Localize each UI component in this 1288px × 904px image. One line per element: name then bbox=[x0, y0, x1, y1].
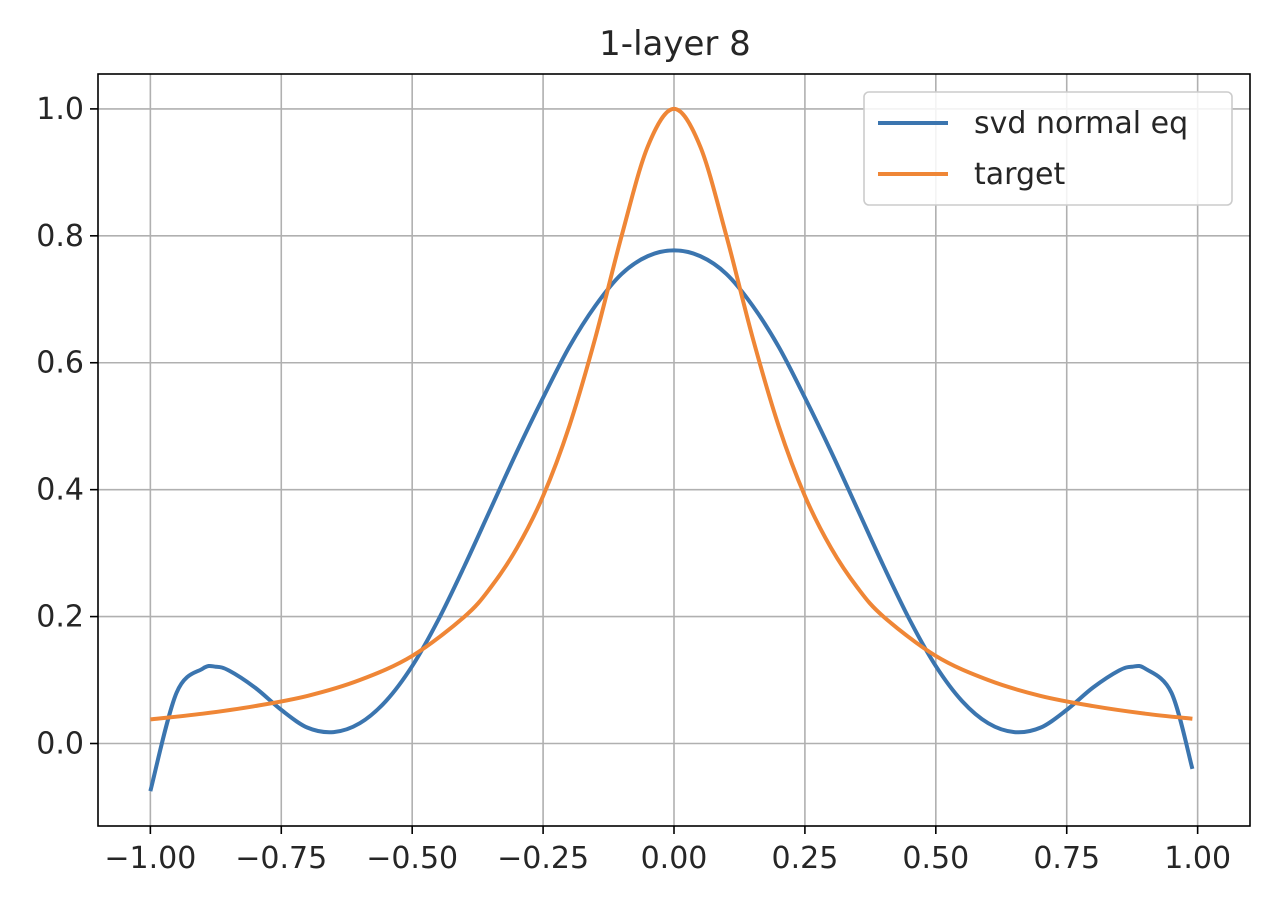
y-tick-label: 1.0 bbox=[36, 92, 84, 127]
axis-ticks: −1.00 −0.75 −0.50 −0.25 0.00 0.25 0.50 0.75 1.00… bbox=[36, 92, 1231, 876]
y-tick-label: 0.6 bbox=[36, 346, 84, 381]
legend-label-0: svd normal eq bbox=[974, 106, 1188, 141]
x-tick-label: 0.75 bbox=[1033, 841, 1100, 876]
x-tick-label: −0.50 bbox=[366, 841, 458, 876]
series-line-0 bbox=[148, 248, 1195, 792]
x-tick-label: 0.00 bbox=[641, 841, 708, 876]
y-tick-label: 0.2 bbox=[36, 600, 84, 635]
x-tick-label: 0.25 bbox=[772, 841, 839, 876]
x-tick-label: −0.75 bbox=[235, 841, 327, 876]
series-line-1 bbox=[150, 106, 1193, 722]
x-tick-label: −1.00 bbox=[104, 841, 196, 876]
chart-title: 1-layer 8 bbox=[599, 24, 751, 64]
y-tick-label: 0.0 bbox=[36, 727, 84, 762]
y-tick-label: 0.8 bbox=[36, 219, 84, 254]
series-lines bbox=[148, 106, 1195, 792]
y-tick-label: 0.4 bbox=[36, 473, 84, 508]
x-tick-label: 0.50 bbox=[902, 841, 969, 876]
x-tick-label: 1.00 bbox=[1164, 841, 1231, 876]
legend-box bbox=[863, 91, 1233, 206]
grid-lines bbox=[98, 74, 1250, 826]
x-tick-label: −0.25 bbox=[497, 841, 589, 876]
legend: svd normal eq target bbox=[863, 91, 1233, 206]
legend-label-1: target bbox=[974, 157, 1065, 192]
